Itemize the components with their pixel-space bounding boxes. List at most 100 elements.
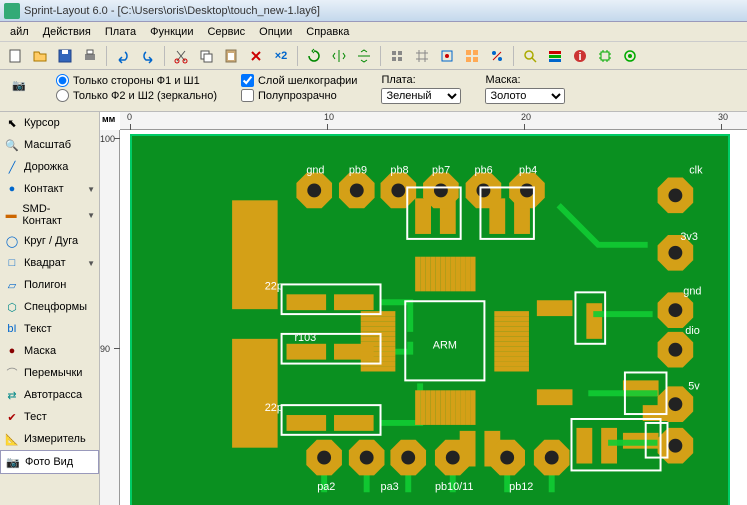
layers-button[interactable] <box>544 45 566 67</box>
menu-айл[interactable]: айл <box>4 24 35 40</box>
info-button[interactable]: i <box>569 45 591 67</box>
delete-button[interactable] <box>245 45 267 67</box>
svg-text:22p: 22p <box>265 280 283 292</box>
tool-icon: ● <box>4 343 20 359</box>
plata-select[interactable]: Зеленый <box>381 88 461 104</box>
print-button[interactable] <box>79 45 101 67</box>
mask-select[interactable]: Золото <box>485 88 565 104</box>
menu-Опции[interactable]: Опции <box>253 24 298 40</box>
tool-Автотрасса[interactable]: ⇄Автотрасса <box>0 384 99 406</box>
snap-button[interactable] <box>436 45 458 67</box>
redo-button[interactable] <box>137 45 159 67</box>
svg-text:pb4: pb4 <box>519 165 537 177</box>
mirror-v-button[interactable] <box>353 45 375 67</box>
chk-silkscreen[interactable]: Слой шелкографии <box>241 74 357 87</box>
tool-Перемычки[interactable]: ⌒Перемычки <box>0 362 99 384</box>
svg-text:pb6: pb6 <box>475 165 493 177</box>
svg-text:clk: clk <box>689 165 703 177</box>
cut-button[interactable] <box>170 45 192 67</box>
svg-text:i: i <box>578 51 581 63</box>
tool-icon: 📐 <box>4 431 20 447</box>
tool-icon: bI <box>4 321 20 337</box>
view-options-bar: 📷 Только стороны Ф1 и Ш1 Только Ф2 и Ш2 … <box>0 70 747 112</box>
grid-button[interactable] <box>411 45 433 67</box>
svg-text:r103: r103 <box>294 332 316 344</box>
undo-button[interactable] <box>112 45 134 67</box>
tool-palette: ⬉Курсор🔍Масштаб╱Дорожка●Контакт▼▬SMD-Кон… <box>0 112 100 505</box>
tool-Контакт[interactable]: ●Контакт▼ <box>0 178 99 200</box>
save-button[interactable] <box>54 45 76 67</box>
tool-icon: ╱ <box>4 159 20 175</box>
tool-Фото Вид[interactable]: 📷Фото Вид <box>0 450 99 474</box>
svg-text:3v3: 3v3 <box>680 231 698 243</box>
tool-Курсор[interactable]: ⬉Курсор <box>0 112 99 134</box>
chk-translucent[interactable]: Полупрозрачно <box>241 89 357 102</box>
menu-Сервис[interactable]: Сервис <box>201 24 251 40</box>
svg-text:pa2: pa2 <box>317 481 335 493</box>
mirror-h-button[interactable] <box>328 45 350 67</box>
paste-button[interactable] <box>220 45 242 67</box>
pcb-board: ARMgndpb9pb8pb7pb6pb4clk3v3gnddio5vpa2pa… <box>130 134 730 505</box>
tool-icon: ⇄ <box>4 387 20 403</box>
tile-button[interactable] <box>461 45 483 67</box>
tool-icon: ✔ <box>4 409 20 425</box>
svg-text:gnd: gnd <box>306 165 324 177</box>
tool-icon: 📷 <box>5 454 21 470</box>
svg-text:gnd: gnd <box>683 285 701 297</box>
tool-Круг / Дуга[interactable]: ◯Круг / Дуга <box>0 230 99 252</box>
ruler-unit: мм <box>102 114 115 124</box>
window-title: Sprint-Layout 6.0 - [C:\Users\oris\Deskt… <box>24 5 320 17</box>
main-toolbar: ×2 i <box>0 42 747 70</box>
tool-icon: ⬉ <box>4 115 20 131</box>
title-bar: Sprint-Layout 6.0 - [C:\Users\oris\Deskt… <box>0 0 747 22</box>
radio-sides-f2[interactable]: Только Ф2 и Ш2 (зеркально) <box>56 89 217 102</box>
app-icon <box>4 3 20 19</box>
remove-conn-button[interactable] <box>486 45 508 67</box>
svg-text:dio: dio <box>685 325 700 337</box>
tool-Дорожка[interactable]: ╱Дорожка <box>0 156 99 178</box>
tool-icon: 🔍 <box>4 137 20 153</box>
tool-Текст[interactable]: bIТекст <box>0 318 99 340</box>
svg-text:pb12: pb12 <box>509 481 533 493</box>
tool-Маска[interactable]: ●Маска <box>0 340 99 362</box>
svg-text:ARM: ARM <box>433 340 457 352</box>
tool-Спецформы[interactable]: ⬡Спецформы <box>0 296 99 318</box>
menu-Функции[interactable]: Функции <box>144 24 199 40</box>
new-button[interactable] <box>4 45 26 67</box>
tool-SMD-Контакт[interactable]: ▬SMD-Контакт▼ <box>0 200 99 230</box>
tool-Полигон[interactable]: ▱Полигон <box>0 274 99 296</box>
components-button[interactable] <box>594 45 616 67</box>
menu-Плата[interactable]: Плата <box>99 24 142 40</box>
tool-icon: ⬡ <box>4 299 20 315</box>
tool-Тест[interactable]: ✔Тест <box>0 406 99 428</box>
camera-icon: 📷 <box>8 76 30 94</box>
radio-sides-f1[interactable]: Только стороны Ф1 и Ш1 <box>56 74 217 87</box>
align-button[interactable] <box>386 45 408 67</box>
zoom-button[interactable] <box>519 45 541 67</box>
svg-text:22p: 22p <box>265 402 283 414</box>
tool-icon: ▱ <box>4 277 20 293</box>
mask-label: Маска: <box>485 74 565 86</box>
menu-bar: айлДействияПлатаФункцииСервисОпцииСправк… <box>0 22 747 42</box>
rotate-button[interactable] <box>303 45 325 67</box>
canvas-area[interactable]: мм 0102030 10090 ARMgndpb9pb8pb7pb6pb4cl… <box>100 112 747 505</box>
svg-text:pb9: pb9 <box>349 165 367 177</box>
tool-Квадрат[interactable]: □Квадрат▼ <box>0 252 99 274</box>
macro-button[interactable] <box>619 45 641 67</box>
ruler-horizontal: 0102030 <box>120 112 747 130</box>
menu-Справка[interactable]: Справка <box>300 24 355 40</box>
menu-Действия[interactable]: Действия <box>37 24 97 40</box>
tool-icon: □ <box>4 255 20 271</box>
duplicate-button[interactable]: ×2 <box>270 45 292 67</box>
svg-text:pb10/11: pb10/11 <box>435 481 474 493</box>
svg-text:5v: 5v <box>688 380 700 392</box>
tool-icon: ◯ <box>4 233 20 249</box>
tool-Измеритель[interactable]: 📐Измеритель <box>0 428 99 450</box>
tool-Масштаб[interactable]: 🔍Масштаб <box>0 134 99 156</box>
tool-icon: ▬ <box>4 207 18 223</box>
plata-label: Плата: <box>381 74 461 86</box>
svg-text:pb8: pb8 <box>390 165 408 177</box>
open-button[interactable] <box>29 45 51 67</box>
copy-button[interactable] <box>195 45 217 67</box>
tool-icon: ⌒ <box>4 365 20 381</box>
